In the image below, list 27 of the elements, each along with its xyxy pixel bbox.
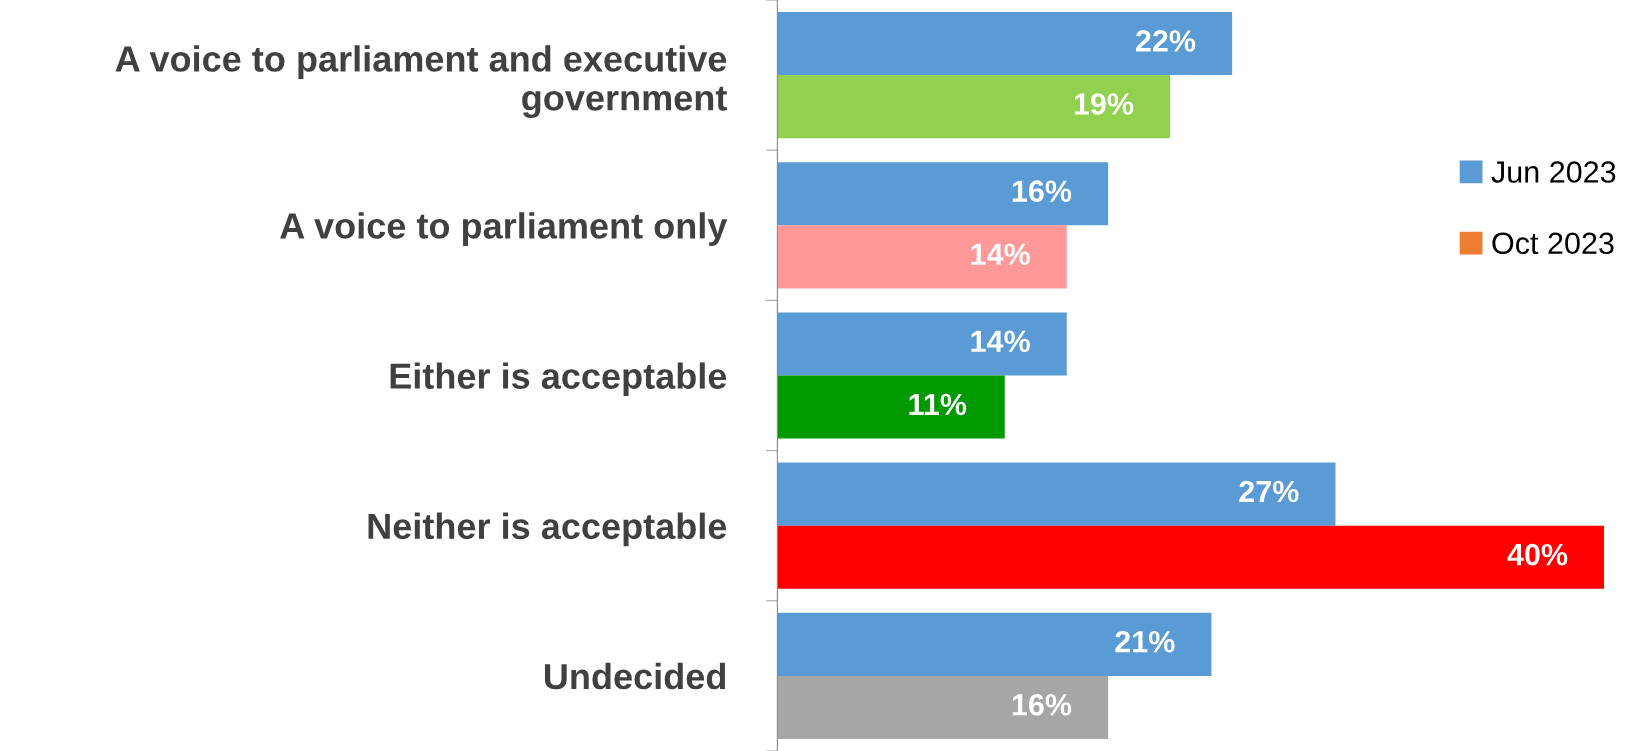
data-label: 11%	[909, 393, 967, 416]
data-label: 40%	[1507, 543, 1568, 566]
data-label: 16%	[1012, 180, 1072, 202]
data-label: 19%	[1074, 93, 1134, 115]
data-label: 14%	[971, 243, 1030, 265]
bar	[777, 525, 1605, 589]
bar	[777, 12, 1233, 76]
y-tick-label: Either is acceptable	[390, 362, 727, 397]
legend-label: Jun 2023	[1491, 161, 1616, 183]
y-tick-label: Neither is acceptable	[368, 512, 727, 547]
data-label: 22%	[1135, 30, 1196, 52]
bar	[777, 675, 1109, 739]
data-label: 16%	[1012, 694, 1072, 716]
bar	[777, 612, 1212, 676]
data-label: 27%	[1239, 480, 1299, 503]
text: Oct 2023	[1492, 232, 1614, 255]
data-label: 21%	[1115, 630, 1175, 653]
y-tick-label: Undecided	[544, 662, 726, 690]
bar	[777, 312, 1067, 376]
bar	[777, 162, 1109, 226]
bar	[777, 225, 1067, 289]
bar	[777, 375, 1005, 439]
y-tick-label: A voice to parliament and executive government	[115, 45, 727, 118]
y-tick-label: A voice to parliament only	[280, 212, 728, 246]
bar	[777, 462, 1336, 526]
data-label: 14%	[971, 330, 1030, 353]
bar	[777, 75, 1171, 139]
